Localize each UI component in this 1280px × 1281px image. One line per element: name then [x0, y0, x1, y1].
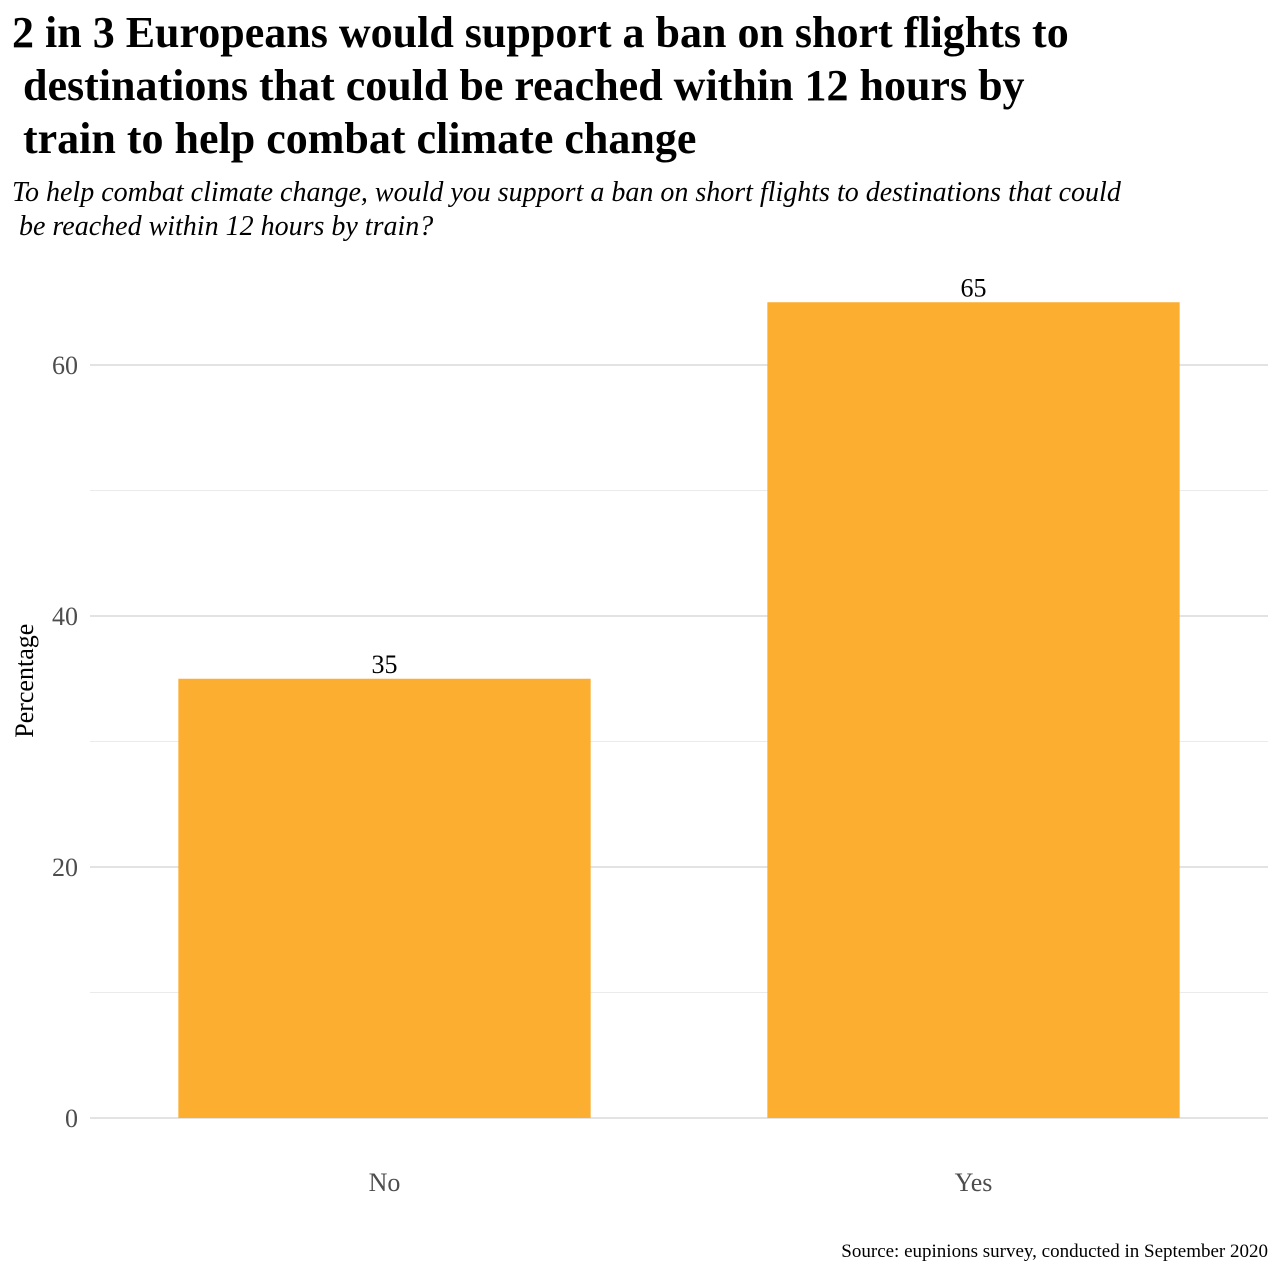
y-tick-label: 0 [65, 1104, 78, 1133]
x-tick-label: No [369, 1168, 401, 1197]
y-tick-label: 60 [52, 351, 78, 380]
chart-title-line: train to help combat climate change [12, 114, 697, 163]
y-tick-label: 20 [52, 853, 78, 882]
chart-title-line: destinations that could be reached withi… [12, 61, 1025, 110]
x-tick-label: Yes [955, 1168, 993, 1197]
chart-subtitle-line: To help combat climate change, would you… [12, 177, 1121, 208]
y-axis-title: Percentage [10, 624, 39, 738]
bar-value-label: 35 [372, 650, 398, 679]
chart-subtitle-line: be reached within 12 hours by train? [12, 211, 434, 242]
bar [767, 302, 1180, 1118]
y-tick-label: 40 [52, 602, 78, 631]
chart-caption: Source: eupinions survey, conducted in S… [841, 1241, 1268, 1262]
bar-value-label: 65 [961, 273, 987, 302]
chart-title-line: 2 in 3 Europeans would support a ban on … [12, 8, 1069, 57]
bar [178, 678, 591, 1118]
chart-title: 2 in 3 Europeans would support a ban on … [12, 6, 1262, 165]
chart-subtitle: To help combat climate change, would you… [12, 176, 1262, 244]
